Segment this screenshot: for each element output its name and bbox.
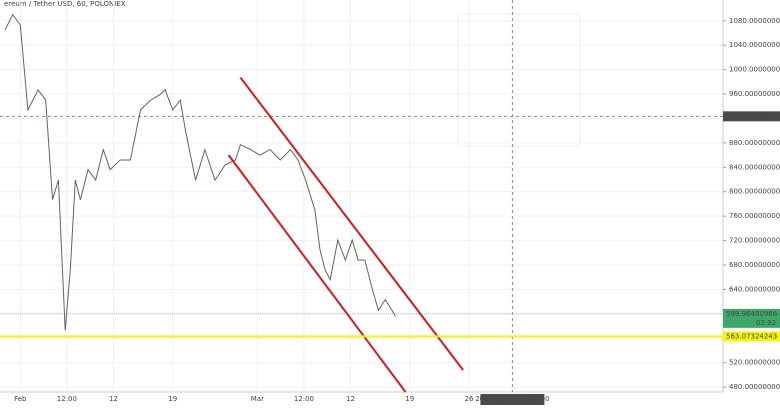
x-tick-label: 12:00 [57,395,77,403]
x-tick-label: 19 [168,395,177,403]
y-tick-label: 880.00000000 [729,139,780,147]
last-price-label: 599.96480966 [726,310,778,318]
y-tick-label: 1080.00000000 [729,17,780,25]
x-tick-label: Feb [14,395,27,403]
y-tick-label: 640.00000000 [729,285,780,293]
y-tick-label: 1000.00000000 [729,66,780,74]
crosshair-y-label: 923.48125415 [726,112,777,120]
countdown-label: 02:02 [756,319,776,327]
x-tick-label: 26 [465,395,474,403]
x-tick-label: 12:00 [294,395,314,403]
x-tick-label: Mar [251,395,264,403]
y-tick-label: 520.00000000 [729,359,780,367]
crosshair-y-box [723,111,780,122]
data-window [457,13,581,147]
y-tick-label: 800.00000000 [729,188,780,196]
y-tick-label: 960.00000000 [729,90,780,98]
y-tick-label: 1040.00000000 [729,41,780,49]
price-line [4,13,396,331]
y-tick-label: 840.00000000 [729,163,780,171]
trend-line [239,76,464,371]
support-label: 563.07324243 [726,332,777,340]
y-tick-label: 720.00000000 [729,237,780,245]
crosshair-x-box [480,394,545,405]
y-tick-label: 480.00000000 [729,383,780,391]
x-tick-label: 12 [346,395,355,403]
chart-title: ereum / Tether USD, 60, POLONIEX [4,0,126,8]
last-price-box [723,308,780,328]
crosshair-x-label: 2018-03-31 03:00:00 [475,395,549,403]
x-tick-label: 19 [405,395,414,403]
x-tick-label: 12 [109,395,118,403]
y-tick-label: 760.00000000 [729,212,780,220]
trend-line [227,154,407,393]
support-label-box [723,331,780,342]
y-tick-label: 680.00000000 [729,261,780,269]
